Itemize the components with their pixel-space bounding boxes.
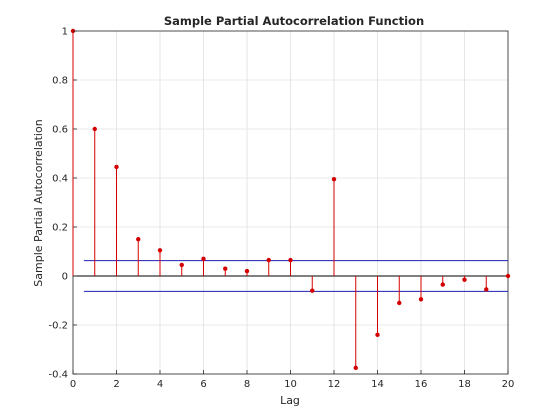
y-axis-label: Sample Partial Autocorrelation (32, 119, 45, 286)
y-tick-label: 0 (62, 272, 68, 283)
x-tick-label: 6 (200, 379, 206, 390)
y-tick-label: 0.4 (52, 174, 68, 185)
stem-marker (310, 288, 315, 293)
stem-marker (440, 282, 445, 287)
x-tick-label: 2 (113, 379, 119, 390)
stem-marker (266, 257, 271, 263)
x-tick-label: 10 (284, 379, 297, 390)
y-tick-label: 0.6 (52, 125, 68, 136)
y-tick-label: -0.2 (48, 321, 68, 332)
grid-lines (72, 30, 509, 375)
x-tick-label: 0 (70, 379, 76, 390)
stem-marker (484, 287, 489, 292)
stem-marker (288, 257, 293, 263)
stem-marker (223, 266, 228, 271)
x-tick-label: 20 (502, 379, 515, 390)
stems (70, 28, 511, 371)
stem-marker (375, 332, 380, 337)
x-tick-label: 14 (371, 379, 384, 390)
stem-marker (157, 248, 163, 253)
stem-marker (244, 268, 250, 274)
stem-marker (397, 300, 402, 306)
chart-title: Sample Partial Autocorrelation Function (164, 14, 424, 28)
stem-marker (201, 256, 206, 262)
x-tick-label: 12 (328, 379, 341, 390)
axis-ticks: 0 2 4 6 8 10 12 14 16 18 20 -0.4 -0.2 0 0.2 0.4 0.6 0.8 1 (48, 27, 514, 391)
y-tick-label: 0.8 (52, 76, 68, 87)
x-tick-label: 16 (415, 379, 428, 390)
stem-marker (462, 277, 467, 282)
x-tick-label: 4 (157, 379, 163, 390)
y-tick-label: -0.4 (48, 370, 68, 381)
stem-marker (179, 262, 184, 268)
confidence-bounds (83, 260, 508, 292)
stem-marker (114, 164, 119, 170)
y-tick-label: 0.2 (52, 223, 68, 234)
x-tick-label: 18 (458, 379, 471, 390)
stem-marker (353, 365, 358, 371)
stem-marker (505, 273, 511, 279)
x-tick-label: 8 (244, 379, 250, 390)
stem-marker (331, 177, 337, 182)
stem-marker (136, 237, 141, 242)
y-tick-label: 1 (62, 27, 68, 38)
stem-marker (92, 126, 97, 132)
stem-marker (418, 297, 424, 302)
x-axis-label: Lag (280, 394, 300, 407)
